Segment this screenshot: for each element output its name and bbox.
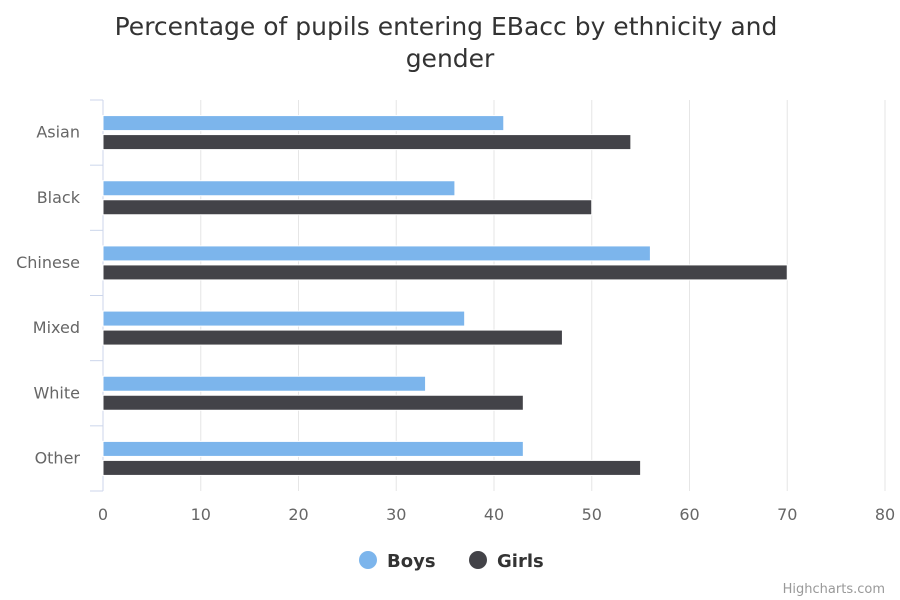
x-tick-label: 80 [875, 505, 895, 524]
x-tick-label: 0 [98, 505, 108, 524]
bar-girls-other[interactable] [102, 459, 642, 476]
legend-label: Girls [497, 551, 544, 572]
value-axis: 0 10 20 30 40 50 60 70 80 [98, 505, 895, 524]
bar-boys-asian[interactable] [102, 115, 505, 132]
chart-title-line-1: Percentage of pupils entering EBacc by e… [115, 12, 778, 41]
x-tick-label: 20 [288, 505, 308, 524]
bar-boys-mixed[interactable] [102, 310, 466, 327]
bar-boys-white[interactable] [102, 375, 427, 392]
plot-area [102, 115, 788, 476]
x-tick-label: 50 [582, 505, 602, 524]
x-tick-label: 10 [191, 505, 211, 524]
bar-boys-other[interactable] [102, 440, 524, 457]
x-tick-label: 60 [679, 505, 699, 524]
gridlines [200, 100, 886, 491]
bar-boys-chinese[interactable] [102, 245, 651, 262]
bar-girls-asian[interactable] [102, 134, 632, 151]
category-label: White [33, 383, 80, 402]
category-axis: Asian Black Chinese Mixed White Other [16, 99, 104, 492]
bar-girls-black[interactable] [102, 199, 593, 216]
category-label: Asian [36, 123, 80, 142]
legend-item-boys[interactable]: Boys [359, 551, 436, 572]
bar-girls-mixed[interactable] [102, 329, 563, 346]
category-label: Black [37, 188, 81, 207]
category-label: Mixed [33, 318, 80, 337]
x-tick-label: 30 [386, 505, 406, 524]
legend-item-girls[interactable]: Girls [469, 551, 544, 572]
category-label: Other [35, 448, 81, 467]
chart-title-line-2: gender [406, 44, 495, 73]
legend: Boys Girls [359, 551, 544, 572]
bar-girls-white[interactable] [102, 394, 524, 411]
legend-marker [359, 551, 377, 569]
category-label: Chinese [16, 253, 80, 272]
legend-label: Boys [387, 551, 436, 572]
bar-boys-black[interactable] [102, 180, 456, 197]
bar-girls-chinese[interactable] [102, 264, 788, 281]
chart-title: Percentage of pupils entering EBacc by e… [115, 12, 786, 73]
legend-marker [469, 551, 487, 569]
x-tick-label: 40 [484, 505, 504, 524]
credits-link[interactable]: Highcharts.com [783, 582, 885, 597]
x-tick-label: 70 [777, 505, 797, 524]
